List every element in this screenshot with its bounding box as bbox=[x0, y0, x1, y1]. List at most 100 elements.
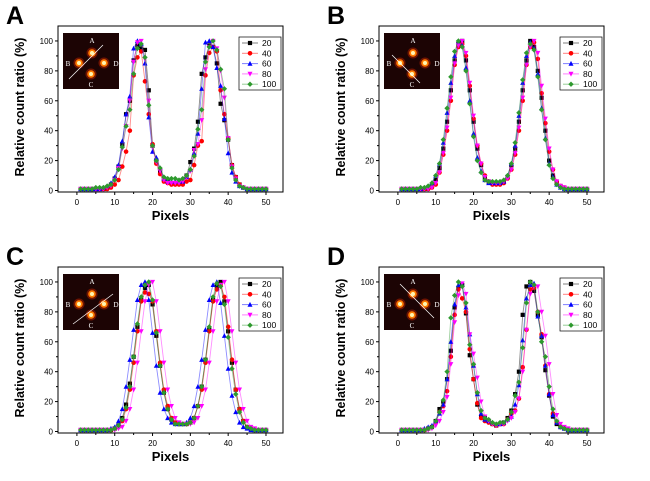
data-point bbox=[191, 420, 197, 426]
data-point bbox=[448, 88, 453, 93]
y-tick-label: 0 bbox=[49, 187, 54, 196]
legend-label: 80 bbox=[583, 310, 593, 320]
data-point bbox=[149, 142, 156, 149]
legend-label: 80 bbox=[262, 69, 272, 79]
data-point bbox=[195, 119, 201, 124]
data-point bbox=[527, 44, 533, 50]
legend-label: 40 bbox=[262, 48, 272, 58]
x-tick-label: 0 bbox=[396, 439, 401, 448]
data-point bbox=[146, 98, 152, 104]
data-point bbox=[202, 387, 208, 393]
inset-label: B bbox=[387, 60, 392, 68]
panel-b: B Pixels Relative count ratio (%) 0 10 20 30 40… bbox=[321, 0, 646, 240]
data-point bbox=[520, 337, 526, 343]
data-point bbox=[410, 427, 416, 433]
y-tick-label: 20 bbox=[44, 398, 53, 407]
data-point bbox=[471, 351, 477, 357]
data-point bbox=[168, 180, 174, 186]
data-point bbox=[146, 297, 152, 303]
legend-marker bbox=[568, 292, 574, 297]
data-point bbox=[546, 362, 552, 367]
data-point bbox=[157, 360, 163, 366]
axes-frame bbox=[57, 266, 284, 434]
data-point bbox=[206, 324, 212, 330]
x-tick-label: 10 bbox=[110, 439, 119, 448]
x-tick-label: 20 bbox=[148, 439, 157, 448]
data-point bbox=[429, 424, 435, 430]
data-point bbox=[138, 329, 144, 335]
y-tick-label: 80 bbox=[365, 67, 374, 76]
data-point bbox=[229, 360, 235, 365]
data-point bbox=[123, 383, 129, 389]
data-point bbox=[221, 301, 228, 308]
spot-a bbox=[86, 288, 98, 300]
data-point bbox=[195, 403, 201, 409]
data-point bbox=[222, 299, 227, 304]
data-point bbox=[233, 177, 239, 183]
data-point bbox=[221, 279, 227, 285]
data-point bbox=[440, 409, 446, 415]
data-point bbox=[195, 415, 201, 421]
data-point bbox=[195, 130, 201, 136]
data-point bbox=[142, 79, 148, 84]
data-point bbox=[425, 183, 431, 189]
data-point bbox=[524, 284, 529, 289]
x-tick-label: 10 bbox=[110, 198, 119, 207]
data-point bbox=[520, 369, 526, 375]
data-point bbox=[191, 153, 197, 159]
data-point bbox=[206, 38, 212, 44]
data-point bbox=[485, 416, 492, 423]
data-point bbox=[199, 387, 204, 392]
inset-label: A bbox=[410, 278, 415, 286]
legend-label: 100 bbox=[262, 79, 276, 89]
data-point bbox=[478, 169, 484, 176]
data-point bbox=[512, 409, 518, 415]
data-point bbox=[134, 360, 140, 366]
data-point bbox=[195, 383, 201, 389]
data-point bbox=[116, 418, 122, 424]
data-point bbox=[440, 401, 446, 407]
data-point bbox=[572, 427, 579, 433]
data-point bbox=[505, 176, 511, 182]
legend-label: 60 bbox=[262, 300, 272, 310]
series-100 bbox=[77, 38, 269, 192]
data-point bbox=[440, 397, 446, 403]
data-point bbox=[478, 407, 484, 414]
inset-image: A B C D bbox=[384, 274, 440, 330]
data-point bbox=[467, 346, 473, 352]
legend-marker bbox=[247, 281, 253, 287]
data-point bbox=[448, 74, 454, 80]
y-tick-label: 40 bbox=[365, 127, 374, 136]
data-point bbox=[165, 415, 171, 421]
legend-marker bbox=[247, 60, 253, 66]
data-point bbox=[463, 309, 469, 315]
data-point bbox=[429, 185, 435, 191]
data-point bbox=[576, 427, 583, 433]
data-point bbox=[214, 287, 220, 292]
data-point bbox=[527, 287, 533, 292]
data-point bbox=[448, 98, 454, 104]
x-tick-label: 30 bbox=[186, 198, 195, 207]
data-point bbox=[203, 360, 208, 366]
data-point bbox=[164, 406, 171, 412]
data-point bbox=[123, 404, 129, 411]
data-point bbox=[134, 40, 140, 46]
inset-label: D bbox=[434, 60, 439, 68]
data-point bbox=[240, 406, 246, 412]
data-point bbox=[456, 287, 461, 292]
data-point bbox=[142, 290, 148, 295]
legend-marker bbox=[568, 312, 574, 318]
data-point bbox=[519, 345, 526, 351]
data-point bbox=[444, 110, 450, 115]
data-point bbox=[448, 362, 454, 367]
data-point bbox=[429, 180, 435, 186]
data-point bbox=[508, 415, 514, 421]
data-point bbox=[236, 409, 243, 415]
data-point bbox=[221, 86, 228, 92]
legend-item: 20 bbox=[563, 38, 593, 48]
data-point bbox=[134, 321, 141, 327]
inset-label: A bbox=[89, 278, 94, 286]
inset-label: D bbox=[113, 60, 118, 68]
data-point bbox=[542, 116, 548, 122]
data-point bbox=[112, 177, 118, 183]
